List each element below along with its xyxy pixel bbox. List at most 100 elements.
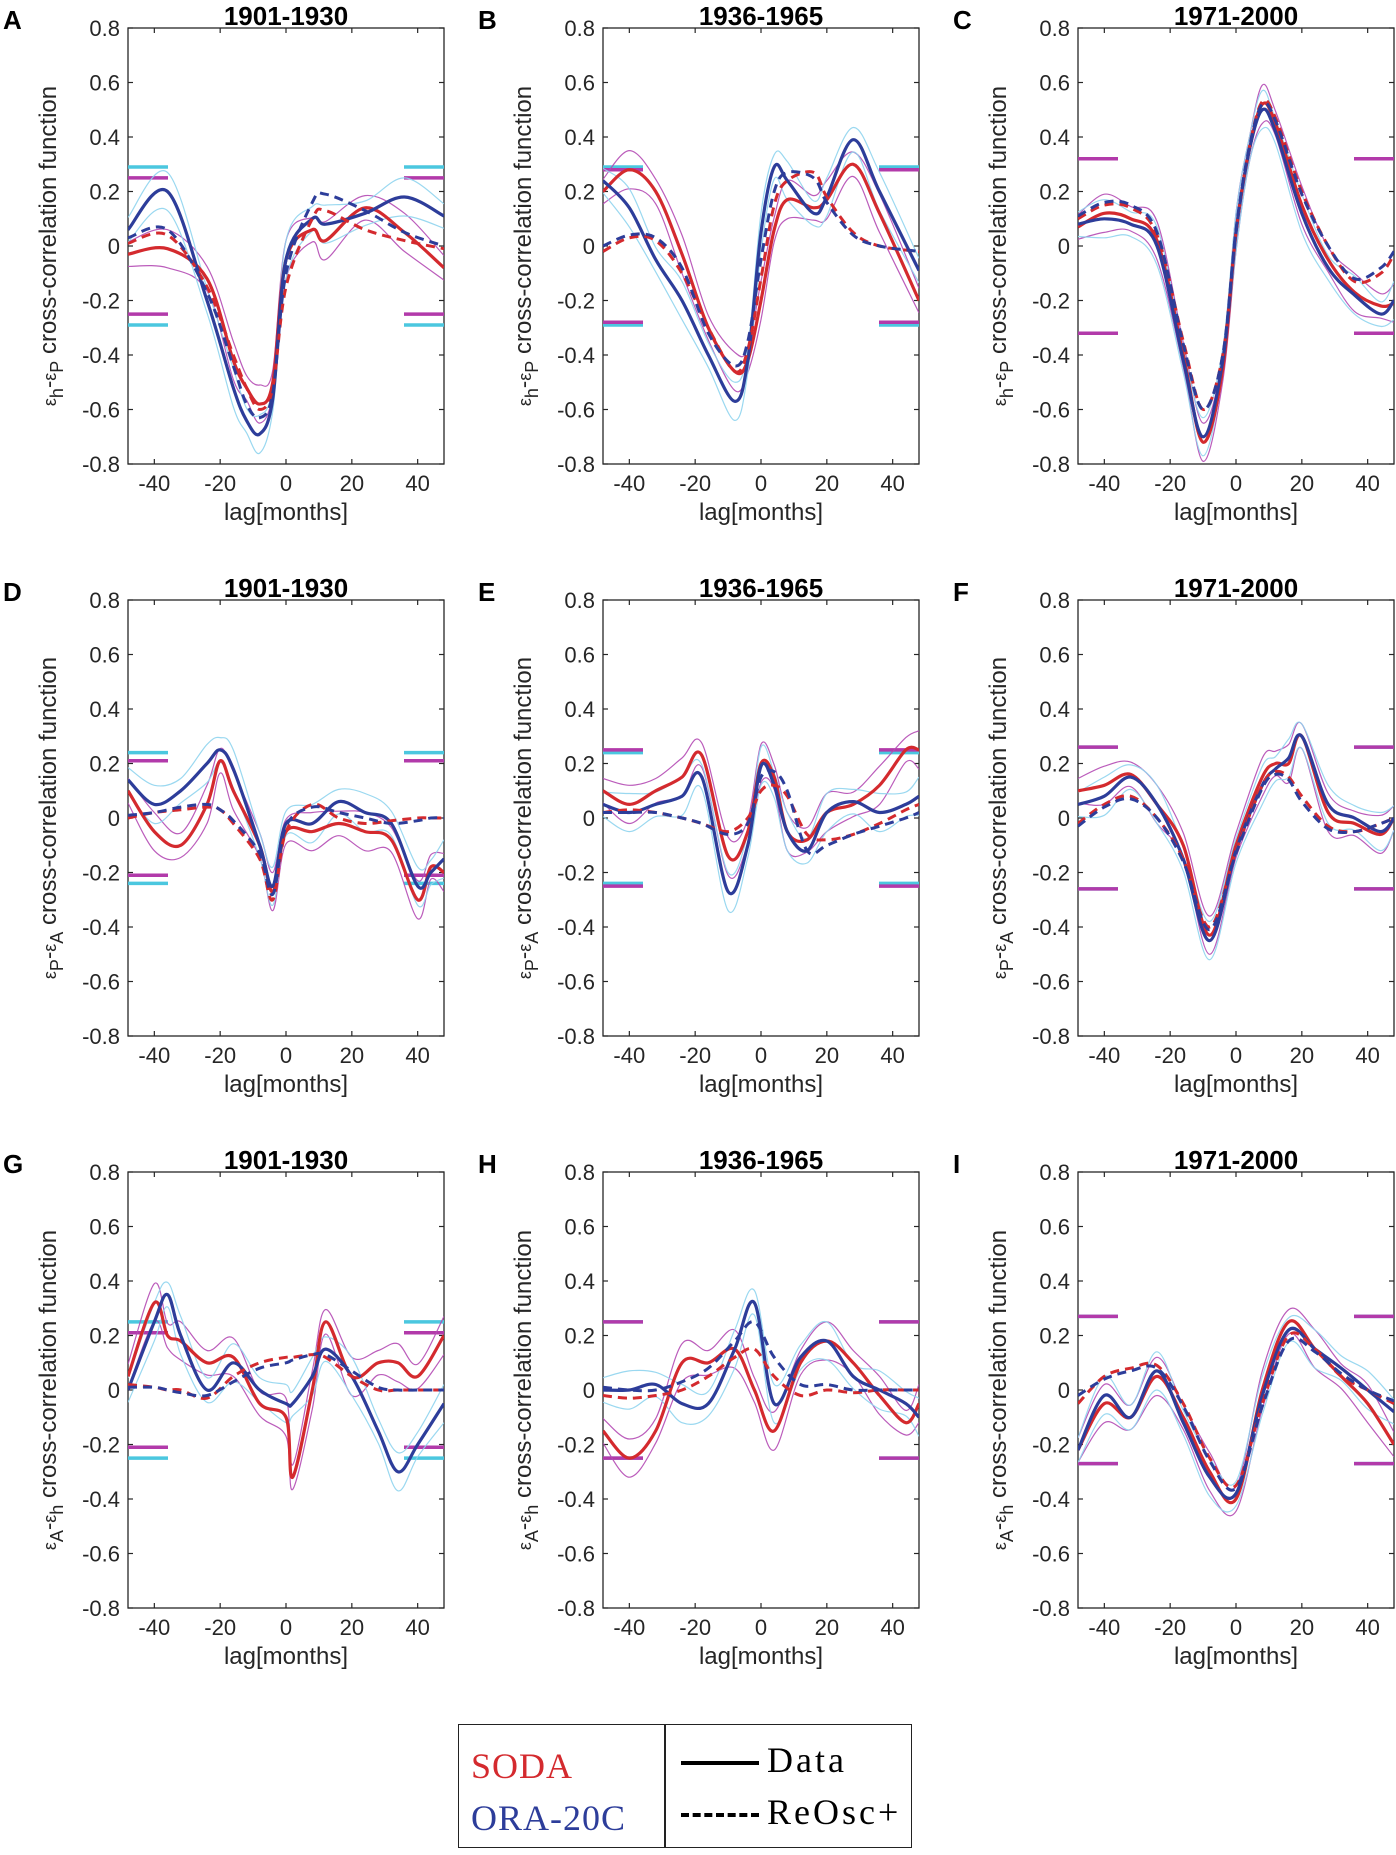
y-tick-label: 0.2 [89,1324,120,1349]
y-axis-label-part: P [47,361,67,373]
confidence-band-line [128,736,444,871]
x-axis-label: lag[months] [1174,499,1298,526]
series-ora-20c-data [1078,1326,1394,1500]
panel-e: E 1936-1965 -0.8 -0.6 -0.4 -0.2 0 0.2 0.4 0.6 0.8 -… [478,573,920,1098]
x-tick-label: -40 [1088,1043,1120,1068]
y-tick-label: 0.2 [564,180,595,205]
series-ora-20c-reosc- [128,1351,444,1398]
y-tick-label: -0.2 [557,861,595,886]
axes-frame [1077,1171,1395,1609]
y-tick-label: -0.4 [557,1487,595,1512]
axes-frame [127,599,445,1037]
x-tick-label: 20 [815,471,839,496]
y-tick-label: -0.6 [557,1542,595,1567]
series-ora-20c-reosc- [1078,772,1394,932]
y-tick-label: 0 [1058,234,1070,259]
y-tick-label: -0.2 [557,1433,595,1458]
y-tick-label: -0.8 [557,1596,595,1621]
y-axis-label-part: - [986,1523,1011,1530]
y-tick-label: 0.4 [1039,125,1070,150]
series-ora-20c-reosc- [603,170,919,368]
y-tick-label: 0.4 [564,1269,595,1294]
x-tick-label: 20 [1290,1615,1314,1640]
y-tick-label: -0.8 [1032,1596,1070,1621]
series-ora-20c-reosc- [1078,1336,1394,1492]
y-tick-label: -0.6 [1032,398,1070,423]
confidence-band-line [128,1320,444,1491]
x-tick-label: 0 [1230,1615,1242,1640]
series-ora-20c-data [603,761,919,896]
y-tick-label: 0.6 [1039,1215,1070,1240]
x-tick-label: -20 [1154,1043,1186,1068]
series-ora-20c-reosc- [603,1320,919,1393]
x-tick-label: 0 [280,471,292,496]
y-tick-label: -0.8 [82,1024,120,1049]
x-tick-label: 40 [405,1043,429,1068]
panel-g: G 1901-1930 -0.8 -0.6 -0.4 -0.2 0 0.2 0.4 0.6 0.8 -… [3,1145,445,1670]
y-tick-label: -0.8 [1032,1024,1070,1049]
y-tick-label: 0.4 [1039,1269,1070,1294]
y-axis-label-part: - [511,1523,536,1530]
y-tick-label: 0.4 [564,697,595,722]
legend-reosc-label: ReOsc+ [767,1792,902,1832]
legend-ora-label: ORA-20C [471,1798,627,1838]
y-axis-label: εP-εA cross-correlation function [510,657,542,979]
x-tick-label: 40 [880,471,904,496]
series-ora-20c-data [603,1299,919,1419]
y-tick-label: 0.8 [89,588,120,613]
y-axis-label-part: cross-correlation function [35,86,62,361]
series-soda-reosc- [603,170,919,374]
x-tick-label: -20 [1154,471,1186,496]
axes-frame [127,27,445,465]
x-tick-label: 20 [340,471,364,496]
y-axis-label-part: ε [990,1515,1010,1523]
x-tick-label: -40 [138,1615,170,1640]
x-tick-label: -40 [1088,1615,1120,1640]
x-axis-label: lag[months] [699,1071,823,1098]
y-tick-label: 0.4 [89,125,120,150]
series-soda-data [603,1339,919,1460]
x-tick-label: 0 [1230,471,1242,496]
panel-title: 1901-1930 [224,1145,348,1175]
x-tick-label: 40 [880,1615,904,1640]
y-tick-label: 0.6 [564,71,595,96]
panel-title: 1901-1930 [224,573,348,603]
legend-divider [664,1725,666,1847]
y-axis-label-part: - [36,1523,61,1530]
confidence-band-line [1078,1307,1394,1491]
y-tick-label: -0.2 [82,861,120,886]
confidence-band-line [1078,120,1394,462]
y-axis-label: εP-εA cross-correlation function [35,657,67,979]
confidence-band-line [1078,1340,1394,1513]
x-tick-label: 0 [755,1615,767,1640]
y-tick-label: -0.2 [1032,861,1070,886]
y-axis-label-part: A [997,932,1017,944]
panel-letter: E [478,577,495,607]
y-tick-label: 0 [1058,806,1070,831]
x-axis-label: lag[months] [224,1643,348,1670]
y-axis-label-part: h [47,1505,67,1515]
y-axis-label-part: A [522,1530,542,1542]
panel-letter: A [3,5,22,35]
y-axis-label-part: ε [515,1515,535,1523]
series-soda-data [1078,1319,1394,1504]
y-tick-label: 0.4 [89,697,120,722]
series-soda-reosc- [128,802,444,902]
y-tick-label: 0.6 [1039,643,1070,668]
y-axis-label-part: A [522,932,542,944]
x-tick-label: -20 [204,471,236,496]
panel-d: D 1901-1930 -0.8 -0.6 -0.4 -0.2 0 0.2 0.4 0.6 0.8 -… [3,573,445,1098]
series-soda-data [603,745,919,862]
series-ora-20c-reosc- [128,802,444,896]
legend-data-label: Data [767,1740,847,1780]
y-tick-label: 0.2 [1039,180,1070,205]
y-axis-label-part: - [36,952,61,959]
series-group [603,1288,919,1478]
y-axis-label-part: - [986,952,1011,959]
series-group [128,1281,444,1492]
y-axis-label: εh-εP cross-correlation function [985,86,1017,406]
x-tick-label: 40 [1355,1615,1379,1640]
y-tick-label: 0.6 [89,643,120,668]
x-tick-label: -40 [1088,471,1120,496]
x-tick-label: -20 [679,471,711,496]
